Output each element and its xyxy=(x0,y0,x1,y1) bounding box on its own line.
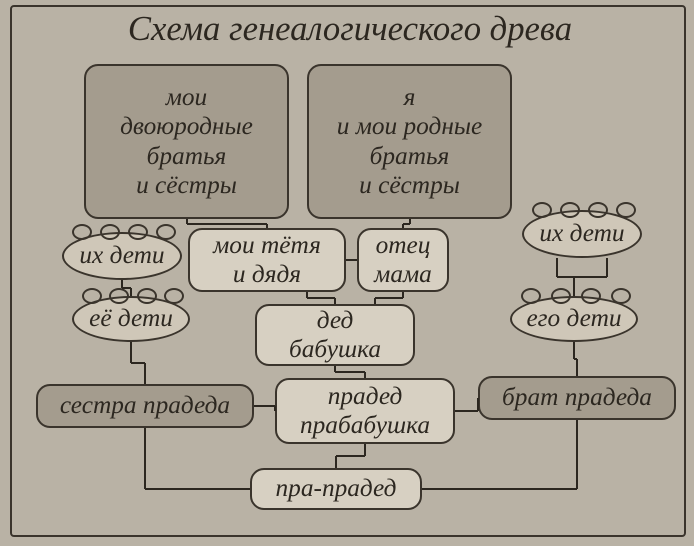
connector-segment xyxy=(266,224,268,229)
node-brat_pradeda: брат прадеда xyxy=(478,376,676,420)
decorative-ring xyxy=(156,224,176,240)
node-cousins: моидвоюродныебратьяи сёстры xyxy=(84,64,289,219)
connector-segment xyxy=(364,372,366,378)
diagram-stage: Схема генеалогического древа моидвоюродны… xyxy=(0,0,694,546)
connector-segment xyxy=(556,258,558,277)
connector-segment xyxy=(335,371,365,373)
connector-segment xyxy=(576,359,578,376)
connector-segment xyxy=(375,297,403,299)
node-me_siblings: яи мои родныебратьяи сёстры xyxy=(307,64,512,219)
decorative-ring xyxy=(532,202,552,218)
connector-segment xyxy=(334,298,336,304)
connector-segment xyxy=(187,223,268,225)
connector-segment xyxy=(606,258,608,277)
connector-segment xyxy=(274,406,276,411)
connector-segment xyxy=(573,342,575,359)
connector-segment xyxy=(557,276,574,278)
decorative-ring xyxy=(611,288,631,304)
decorative-ring xyxy=(616,202,636,218)
node-praded_prababushka: прадедпрабабушка xyxy=(275,378,455,444)
connector-segment xyxy=(131,362,145,364)
node-sestra_pradeda: сестра прадеда xyxy=(36,384,254,428)
node-father_mother: отецмама xyxy=(357,228,449,292)
connector-segment xyxy=(346,259,357,261)
connector-segment xyxy=(144,428,146,489)
connector-segment xyxy=(307,297,335,299)
node-aunt_uncle: мои тётяи дядя xyxy=(188,228,346,292)
connector-segment xyxy=(130,288,132,296)
decorative-ring xyxy=(560,202,580,218)
node-pra_praded: пра-прадед xyxy=(250,468,422,510)
decorative-ring xyxy=(100,224,120,240)
decorative-ring xyxy=(72,224,92,240)
connector-segment xyxy=(130,342,132,363)
node-ded_babushka: дедбабушка xyxy=(255,304,415,366)
connector-segment xyxy=(254,405,275,407)
connector-segment xyxy=(402,224,404,229)
connector-segment xyxy=(336,455,365,457)
decorative-ring xyxy=(109,288,129,304)
connector-segment xyxy=(574,276,607,278)
connector-segment xyxy=(576,420,578,489)
connector-segment xyxy=(422,488,577,490)
connector-segment xyxy=(145,488,250,490)
decorative-ring xyxy=(82,288,102,304)
connector-segment xyxy=(144,363,146,384)
connector-segment xyxy=(374,298,376,304)
connector-segment xyxy=(455,410,478,412)
connector-segment xyxy=(477,398,479,411)
decorative-ring xyxy=(551,288,571,304)
connector-segment xyxy=(573,277,575,296)
connector-segment xyxy=(335,456,337,468)
diagram-title: Схема генеалогического древа xyxy=(60,10,640,49)
